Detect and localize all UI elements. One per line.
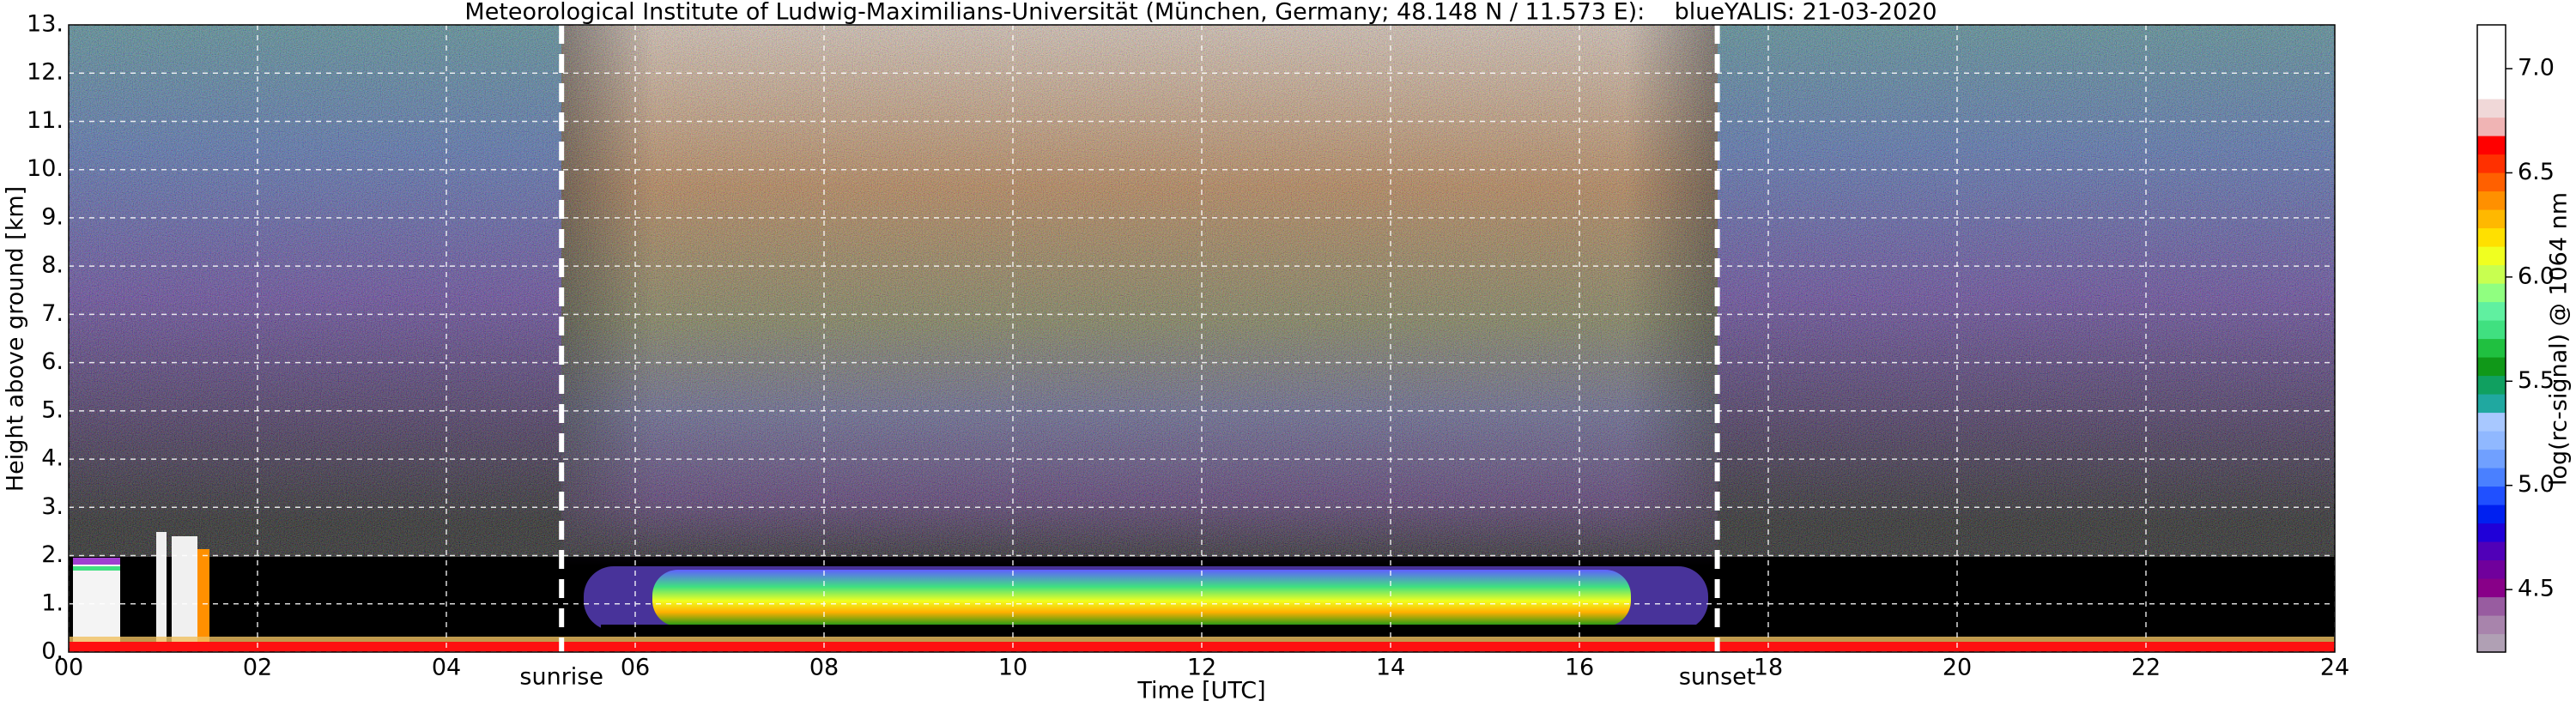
colorbar-segment	[2477, 209, 2506, 229]
axes-overlay: 0. 1. 2. 3. 4. 5. 6. 7. 8. 9. 10. 11. 12. 13. 00 02 04 06…	[27, 11, 2349, 691]
signal-noise	[69, 25, 2335, 557]
y-tick-label: 6.	[41, 348, 64, 375]
y-tick-label: 12.	[27, 59, 64, 86]
colorbar-segment	[2477, 486, 2506, 505]
colorbar-segment	[2477, 190, 2506, 210]
colorbar-segment	[2477, 25, 2506, 45]
colorbar-segment	[2477, 99, 2506, 118]
colorbar-segment	[2477, 541, 2506, 561]
cloud-edge	[197, 549, 209, 644]
colorbar-segment	[2477, 523, 2506, 542]
annotation-label: sunset	[1679, 664, 1756, 691]
cloud-edge	[73, 566, 120, 571]
colorbar-frame	[2476, 24, 2506, 653]
cloud	[156, 532, 167, 644]
y-axis-label: Height above ground [km]	[3, 186, 29, 492]
cloud	[172, 536, 197, 644]
boundary-layer-gap	[601, 625, 1708, 637]
colorbar-segment	[2477, 264, 2506, 284]
y-tick-label: 4.	[41, 445, 64, 472]
cloud	[73, 558, 120, 644]
colorbar-segment	[2477, 246, 2506, 266]
annotation-label: sunrise	[519, 664, 603, 691]
y-tick-label: 1.	[41, 589, 64, 616]
colorbar-segment	[2477, 559, 2506, 579]
colorbar-segment	[2477, 578, 2506, 598]
colorbar-segment	[2477, 412, 2506, 432]
x-tick-label: 20	[1943, 655, 1972, 681]
y-tick-label: 8.	[41, 252, 64, 279]
heatmap	[69, 25, 2335, 652]
y-tick-label: 7.	[41, 300, 64, 327]
colorbar-segment	[2477, 117, 2506, 136]
colorbar-segment	[2477, 320, 2506, 340]
x-tick-label: 10	[998, 655, 1027, 681]
near-ground-signal	[69, 637, 2335, 642]
x-tick-label: 16	[1565, 655, 1594, 681]
plot-frame	[68, 24, 2336, 653]
y-tick-label: 10.	[27, 155, 64, 182]
x-tick-label: 04	[432, 655, 461, 681]
y-tick-label: 5.	[41, 396, 64, 423]
colorbar-segment	[2477, 375, 2506, 395]
colorbar-segment	[2477, 154, 2506, 173]
x-tick-label: 12	[1187, 655, 1216, 681]
x-tick-label: 24	[2320, 655, 2349, 681]
y-tick-label: 13.	[27, 11, 64, 38]
colorbar-tick-label: 4.5	[2518, 576, 2555, 602]
y-tick-label: 0.	[41, 638, 64, 665]
colorbar-segment	[2477, 338, 2506, 358]
colorbar-tick-label: 6.5	[2518, 159, 2555, 185]
colorbar-tick-label: 5.0	[2518, 471, 2555, 498]
colorbar-segment	[2477, 596, 2506, 616]
colorbar-tick-label: 5.5	[2518, 367, 2555, 394]
y-tick-label: 11.	[27, 107, 64, 134]
x-axis-label: Time [UTC]	[1136, 678, 1265, 704]
colorbar: 4.5 5.0 5.5 6.0 6.5 7.0	[2477, 25, 2555, 653]
colorbar-segment	[2477, 301, 2506, 321]
y-tick-label: 9.	[41, 203, 64, 230]
x-tick-label: 14	[1376, 655, 1405, 681]
cloud-edge	[73, 558, 120, 565]
colorbar-segment	[2477, 172, 2506, 192]
colorbar-tick-label: 6.0	[2518, 263, 2555, 289]
colorbar-segment	[2477, 62, 2506, 82]
x-tick-label: 22	[2131, 655, 2161, 681]
colorbar-segment	[2477, 394, 2506, 414]
x-tick-label: 06	[621, 655, 650, 681]
chart-title: Meteorological Institute of Ludwig-Maxim…	[464, 0, 1937, 26]
colorbar-segment	[2477, 615, 2506, 635]
colorbar-segment	[2477, 468, 2506, 487]
boundary-layer	[652, 570, 1631, 626]
colorbar-segment	[2477, 80, 2506, 100]
colorbar-segment	[2477, 449, 2506, 468]
y-tick-label: 3.	[41, 493, 64, 520]
x-tick-label: 02	[243, 655, 272, 681]
x-tick-label: 18	[1754, 655, 1783, 681]
colorbar-segment	[2477, 283, 2506, 303]
colorbar-label: log(rc-signal) @ 1064 nm	[2546, 192, 2573, 486]
colorbar-segment	[2477, 357, 2506, 377]
y-tick-label: 2.	[41, 541, 64, 568]
colorbar-tick-label: 7.0	[2518, 55, 2555, 82]
colorbar-segment	[2477, 43, 2506, 63]
colorbar-segment	[2477, 227, 2506, 247]
colorbar-segment	[2477, 431, 2506, 450]
colorbar-segment	[2477, 505, 2506, 524]
x-tick-label: 08	[809, 655, 839, 681]
x-tick-label: 00	[54, 655, 83, 681]
colorbar-segment	[2477, 633, 2506, 653]
colorbar-segment	[2477, 136, 2506, 155]
